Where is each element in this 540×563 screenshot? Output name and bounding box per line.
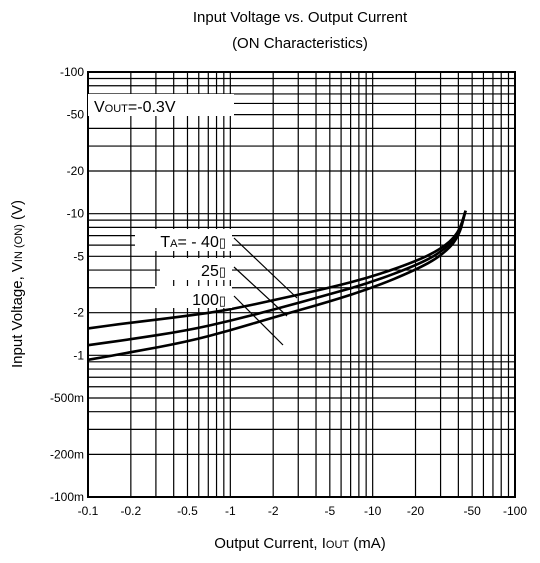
y-tick-label: -5 (73, 249, 84, 263)
y-tick-label: -500m (50, 391, 84, 405)
y-tick-labels: -100 -50 -20 -10 -5 -2 -1 -500m -200m -100m (50, 65, 84, 504)
chart-subtitle: (ON Characteristics) (232, 35, 368, 52)
y-tick-label: -20 (67, 164, 85, 178)
x-tick-label: -0.2 (121, 504, 142, 518)
y-tick-label: -10 (67, 207, 85, 221)
x-axis-label: Output Current, IOUT (mA) (214, 535, 386, 552)
plot-border (87, 71, 516, 498)
x-tick-label: -0.1 (78, 504, 99, 518)
series-line-1 (87, 210, 467, 347)
x-tick-labels: -0.1 -0.2 -0.5 -1 -2 -5 -10 -20 -50 -100 (78, 504, 528, 518)
y-axis-label: Input Voltage, VIN (ON) (V) (9, 200, 26, 368)
condition-sub: OUT (105, 103, 129, 115)
series-label: TA= - 40▯ (160, 234, 226, 251)
series-line-2 (87, 210, 467, 362)
condition-main: V (94, 99, 105, 116)
series-labels: TA= - 40▯ 25▯ 100▯ (135, 229, 232, 309)
svg-text:VOUT=-0.3V: VOUT=-0.3V (94, 99, 176, 116)
chart-title: Input Voltage vs. Output Current (193, 9, 408, 26)
y-tick-label: -100 (60, 65, 84, 79)
series-label-bg (160, 258, 232, 280)
x-tick-label: -20 (407, 504, 425, 518)
x-tick-label: -0.5 (177, 504, 198, 518)
leader-line (233, 266, 288, 317)
condition-value: =-0.3V (128, 99, 176, 116)
grid (88, 72, 515, 497)
x-tick-label: -5 (324, 504, 335, 518)
leader-line (233, 237, 298, 299)
x-tick-label: -100 (503, 504, 527, 518)
y-tick-label: -100m (50, 490, 84, 504)
x-tick-label: -1 (225, 504, 236, 518)
y-tick-label: -50 (67, 108, 85, 122)
series-label-bg (155, 286, 232, 308)
leader-line (233, 295, 284, 346)
x-tick-label: -50 (463, 504, 481, 518)
condition-label: VOUT=-0.3V (88, 94, 234, 116)
series-label-bg (135, 229, 232, 251)
y-tick-label: -1 (73, 348, 84, 362)
x-tick-label: -2 (268, 504, 279, 518)
x-tick-label: -10 (364, 504, 382, 518)
series-label: 25▯ (201, 263, 226, 280)
series-line-0 (87, 210, 467, 330)
series-label: 100▯ (192, 292, 226, 309)
y-tick-label: -2 (73, 306, 84, 320)
y-tick-label: -200m (50, 447, 84, 461)
plot-frame (87, 71, 516, 498)
curves (87, 210, 467, 362)
leader-lines (233, 237, 298, 346)
